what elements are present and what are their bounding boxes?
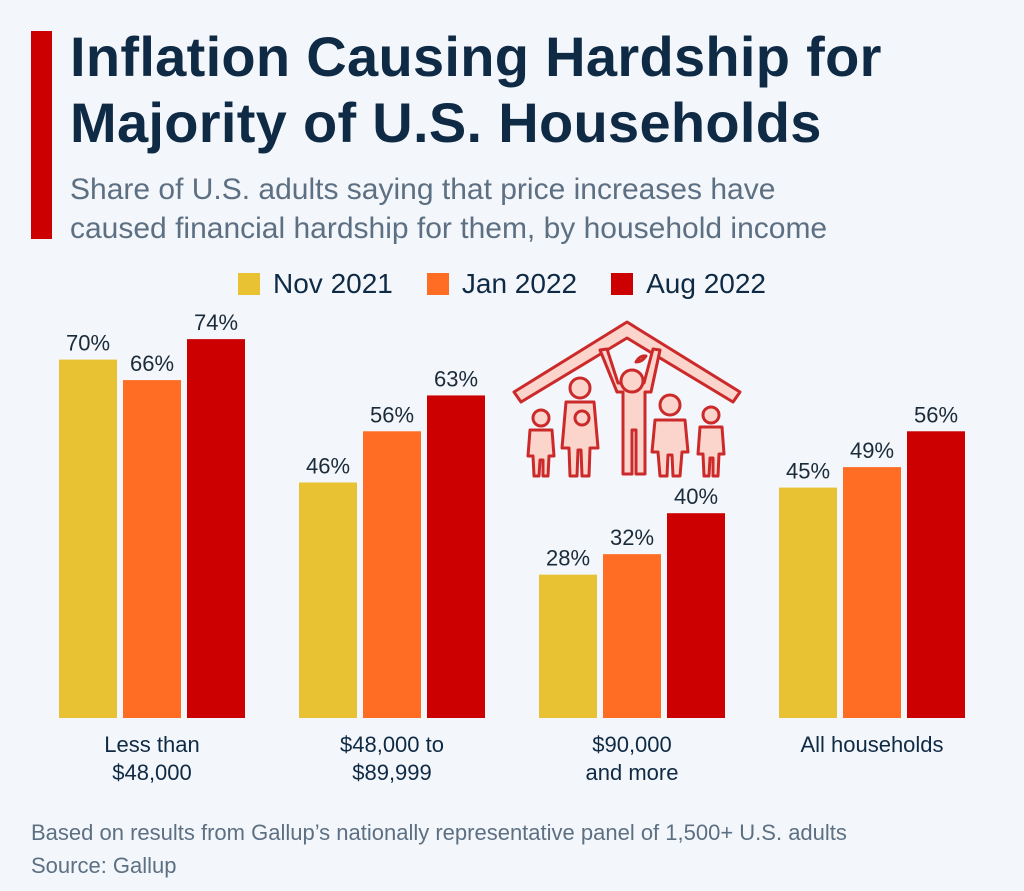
data-label-jan-2022-0: 66% <box>130 351 174 376</box>
bar-aug-2022-1 <box>427 395 485 718</box>
category-label-2-line-1: and more <box>586 760 679 785</box>
legend-swatch-jan-2022 <box>426 273 449 295</box>
data-label-aug-2022-3: 56% <box>914 402 958 427</box>
chart-legend: Nov 2021 Jan 2022 Aug 2022 <box>238 266 800 302</box>
chart-title-line-2: Majority of U.S. Households <box>70 91 822 154</box>
legend-item-nov-2021: Nov 2021 <box>238 268 393 300</box>
title-accent-bar <box>31 31 52 239</box>
chart-subtitle-line-1: Share of U.S. adults saying that price i… <box>70 173 776 206</box>
bar-jan-2022-1 <box>363 431 421 718</box>
category-label-0-line-0: Less than <box>104 732 199 757</box>
bar-jan-2022-0 <box>123 380 181 718</box>
chart-subtitle-line-2: caused financial hardship for them, by h… <box>70 212 828 245</box>
bar-jan-2022-3 <box>843 467 901 718</box>
footer-note: Based on results from Gallup’s nationall… <box>31 820 847 845</box>
category-label-1-line-1: $89,999 <box>352 760 432 785</box>
chart-subtitle: Share of U.S. adults saying that price i… <box>70 170 1010 248</box>
data-label-nov-2021-0: 70% <box>66 331 110 356</box>
category-label-0-line-1: $48,000 <box>112 760 192 785</box>
footer-source: Source: Gallup <box>31 853 177 878</box>
legend-label-aug-2022: Aug 2022 <box>646 268 766 299</box>
legend-item-jan-2022: Jan 2022 <box>426 268 578 300</box>
data-label-aug-2022-2: 40% <box>674 484 718 509</box>
data-label-nov-2021-3: 45% <box>786 459 830 484</box>
bar-aug-2022-2 <box>667 513 725 718</box>
bar-nov-2021-2 <box>539 574 597 718</box>
chart-title: Inflation Causing Hardship for Majority … <box>70 24 1010 156</box>
bar-aug-2022-0 <box>187 339 245 718</box>
data-label-nov-2021-2: 28% <box>546 546 590 571</box>
legend-swatch-aug-2022 <box>611 273 634 295</box>
category-label-1-line-0: $48,000 to <box>340 732 444 757</box>
bar-aug-2022-3 <box>907 431 965 718</box>
data-label-aug-2022-1: 63% <box>434 366 478 391</box>
data-label-jan-2022-3: 49% <box>850 438 894 463</box>
data-label-jan-2022-2: 32% <box>610 525 654 550</box>
chart-footer: Based on results from Gallup’s nationall… <box>31 816 1011 882</box>
family-under-roof-icon <box>512 320 742 478</box>
bar-nov-2021-0 <box>59 359 117 718</box>
bar-jan-2022-2 <box>603 554 661 718</box>
legend-item-aug-2022: Aug 2022 <box>611 268 766 300</box>
bar-nov-2021-3 <box>779 487 837 718</box>
legend-label-jan-2022: Jan 2022 <box>461 268 578 299</box>
data-label-jan-2022-1: 56% <box>370 402 414 427</box>
bar-nov-2021-1 <box>299 482 357 718</box>
bar-group: 70% 66% 74% Less than $48,000 46% 56% 63% $48,00… <box>59 310 965 785</box>
legend-swatch-nov-2021 <box>238 273 260 295</box>
category-label-2-line-0: $90,000 <box>592 732 672 757</box>
chart-title-line-1: Inflation Causing Hardship for <box>70 25 882 88</box>
data-label-aug-2022-0: 74% <box>194 310 238 335</box>
legend-label-nov-2021: Nov 2021 <box>273 268 393 299</box>
data-label-nov-2021-1: 46% <box>306 453 350 478</box>
category-label-3-line-0: All households <box>800 732 943 757</box>
